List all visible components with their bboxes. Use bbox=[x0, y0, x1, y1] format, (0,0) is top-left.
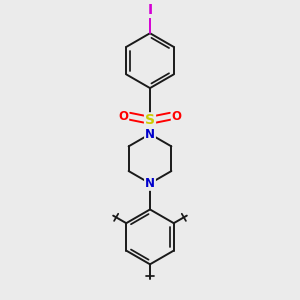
Text: O: O bbox=[118, 110, 128, 123]
Text: I: I bbox=[147, 3, 153, 17]
Text: O: O bbox=[172, 110, 182, 123]
Text: S: S bbox=[145, 113, 155, 127]
Text: N: N bbox=[145, 177, 155, 190]
Text: N: N bbox=[145, 128, 155, 140]
